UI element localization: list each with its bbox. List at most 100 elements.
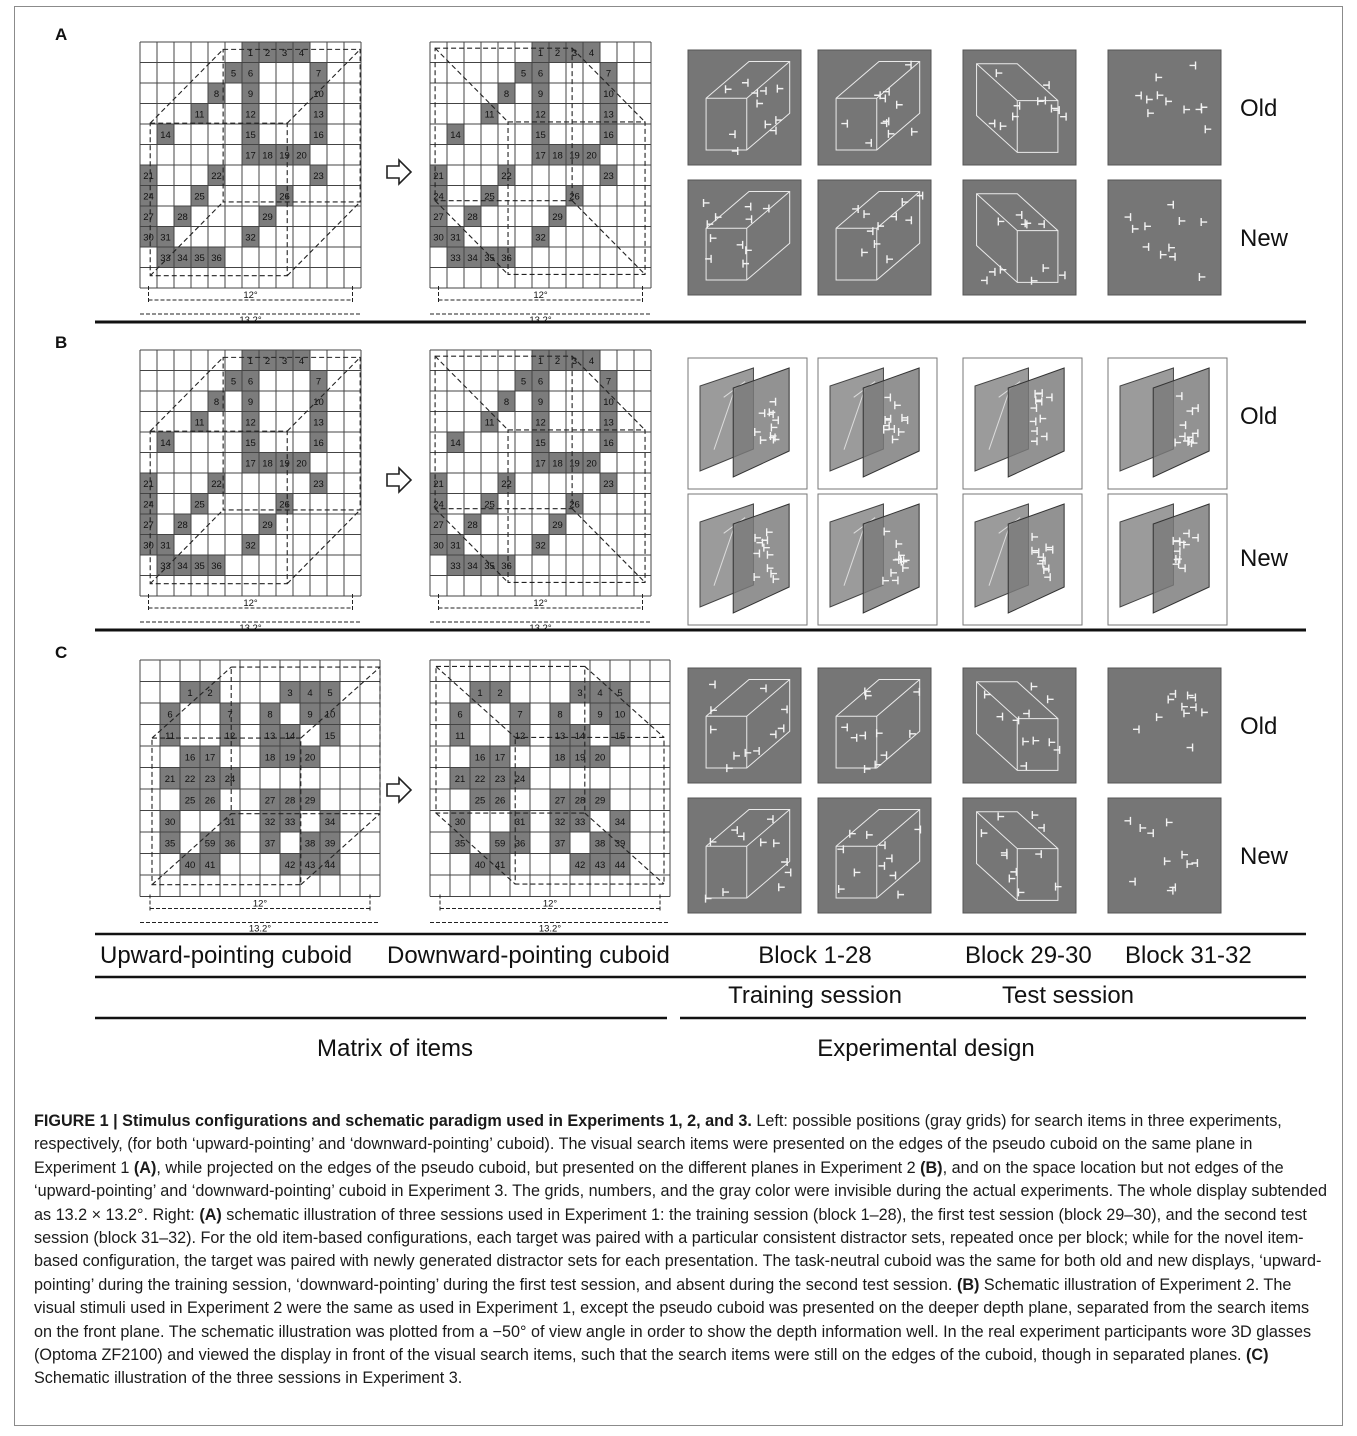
caption-text: , while projected on the edges of the ps… — [156, 1158, 921, 1177]
grid-number: 14 — [160, 130, 171, 141]
front-plane — [862, 503, 920, 614]
search-item-glyph — [1030, 404, 1038, 413]
search-item-glyph — [745, 215, 753, 224]
search-item-glyph — [1189, 693, 1197, 702]
search-item-glyph — [1167, 695, 1175, 704]
search-display — [817, 49, 932, 166]
grid-cell — [450, 767, 470, 789]
display-background — [817, 179, 932, 296]
grid-cell — [208, 83, 225, 104]
grid-number: 11 — [195, 417, 205, 428]
search-item-glyph — [767, 410, 774, 419]
search-item-glyph — [864, 687, 871, 696]
grid-number: 8 — [214, 89, 219, 100]
display-background — [817, 797, 932, 914]
cuboid-edge — [149, 201, 224, 277]
grid-number: 42 — [575, 860, 586, 871]
grid-cell — [208, 247, 225, 268]
search-item-glyph — [880, 119, 888, 128]
grid-cell — [600, 432, 617, 453]
front-plane — [1152, 367, 1210, 478]
dimension-label-13-2: 13.2° — [249, 924, 271, 935]
search-item-glyph — [742, 259, 750, 268]
grid-cell — [490, 853, 510, 875]
search-item-glyph — [1043, 565, 1050, 574]
grid-cell — [450, 810, 470, 832]
cuboid-edge — [149, 356, 224, 432]
search-item-glyph — [891, 435, 899, 444]
front-plane — [732, 367, 790, 478]
grid-number: 30 — [143, 540, 154, 551]
grid-cell — [532, 103, 549, 124]
caption-ref: (A) — [133, 1158, 157, 1177]
search-item-glyph — [879, 841, 886, 850]
cuboid-face — [435, 665, 586, 814]
search-item-glyph — [1173, 547, 1181, 556]
grid-number: 23 — [205, 774, 216, 785]
grid-cell — [208, 391, 225, 412]
grid-cell — [610, 853, 630, 875]
search-display-depth — [962, 357, 1083, 490]
grid-number: 12 — [225, 731, 236, 742]
search-display-depth — [1107, 357, 1228, 490]
grid-number: 5 — [231, 376, 236, 387]
caption-text: Left: possible positions (gray grids) fo… — [34, 1112, 1282, 1177]
grid-cell — [532, 370, 549, 391]
grid-number: 17 — [205, 753, 216, 764]
search-display — [687, 179, 802, 296]
grid-cell — [259, 144, 276, 165]
search-item-glyph — [1181, 850, 1189, 859]
search-item-glyph — [1010, 867, 1018, 876]
grid-cell — [498, 473, 515, 494]
grid-cell — [200, 832, 220, 854]
grid-number: 13 — [603, 109, 614, 120]
grid-number: 17 — [495, 753, 506, 764]
grid-cell — [157, 226, 174, 247]
search-display-depth — [687, 357, 808, 490]
grid-number: 30 — [143, 232, 154, 243]
search-item-glyph — [766, 550, 774, 559]
search-item-glyph — [1165, 97, 1172, 106]
grid-number: 20 — [296, 458, 307, 469]
panel-label-C: C — [55, 643, 67, 662]
search-item-glyph — [863, 210, 871, 219]
search-item-glyph — [890, 212, 897, 221]
search-item-glyph — [910, 127, 918, 136]
search-display — [962, 179, 1077, 296]
grid-number: 31 — [450, 232, 461, 243]
grid-cell — [242, 350, 259, 371]
search-item-glyph — [865, 138, 872, 147]
grid-cell — [550, 810, 570, 832]
grid-cell — [180, 789, 200, 811]
grid-cell — [470, 767, 490, 789]
panel-label-A: A — [55, 25, 67, 44]
search-item-glyph — [897, 890, 905, 899]
grid-cell — [490, 767, 510, 789]
grid-cell — [140, 493, 157, 514]
header-block-31-32: Block 31-32 — [1125, 942, 1252, 969]
search-item-glyph — [709, 837, 717, 846]
grid-cell — [447, 226, 464, 247]
search-item-glyph — [1038, 220, 1045, 229]
search-display — [962, 797, 1077, 914]
search-item-glyph — [1124, 816, 1132, 825]
search-item-glyph — [731, 146, 739, 155]
grid-number: 7 — [316, 376, 321, 387]
grid-number: 33 — [575, 817, 586, 828]
grid-number: 1 — [538, 356, 543, 367]
search-display-depth — [817, 493, 938, 626]
grid-cell — [498, 83, 515, 104]
grid-number: 18 — [555, 753, 566, 764]
grid-number: 18 — [262, 458, 273, 469]
grid-number: 6 — [457, 710, 462, 721]
search-item-glyph — [1042, 264, 1050, 273]
search-item-glyph — [1031, 546, 1038, 555]
grid-cell — [600, 62, 617, 83]
grid-number: 20 — [586, 458, 597, 469]
grid-number: 26 — [569, 191, 580, 202]
grid-cell — [242, 83, 259, 104]
grid-number: 18 — [552, 458, 563, 469]
grid-number: 10 — [313, 397, 324, 408]
search-item-glyph — [841, 119, 849, 128]
grid-number: 33 — [160, 561, 171, 572]
